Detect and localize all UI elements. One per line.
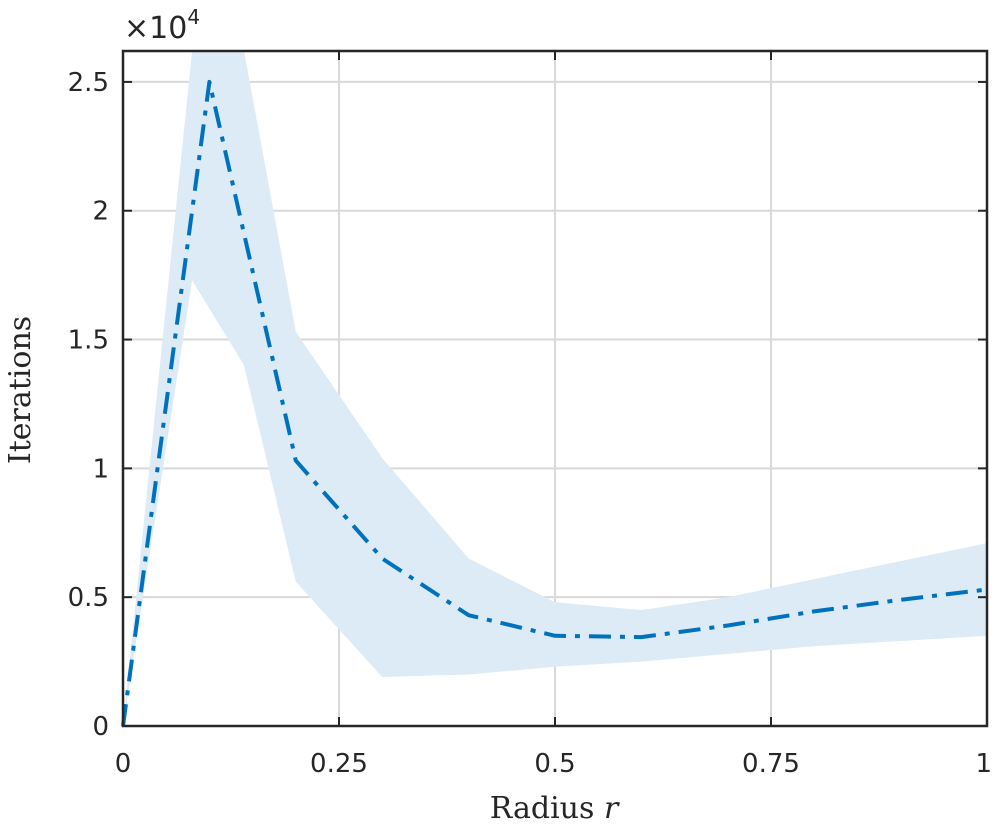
y-tick-label: 0 <box>92 712 109 742</box>
x-tick-label: 0.25 <box>310 749 368 779</box>
y-tick-labels: 0 0.5 1 1.5 2 2.5 <box>68 68 109 742</box>
x-tick-labels: 0 0.25 0.5 0.75 1 <box>115 749 992 779</box>
x-tick-label: 0.5 <box>534 749 575 779</box>
y-axis-label: Iterations <box>3 316 38 464</box>
series-line <box>121 79 988 727</box>
x-axis-label: Radius r <box>490 791 620 826</box>
x-tick-label: 0.75 <box>742 749 800 779</box>
x-tick-label: 0 <box>115 749 132 779</box>
y-tick-label: 1.5 <box>68 326 109 356</box>
y-tick-label: 2.5 <box>68 68 109 98</box>
tick-marks <box>122 51 988 727</box>
y-exponent-label: ×104 <box>124 5 200 46</box>
y-tick-label: 2 <box>92 197 109 227</box>
y-tick-label: 1 <box>92 454 109 484</box>
x-tick-label: 1 <box>975 749 992 779</box>
range-band <box>123 51 987 726</box>
y-tick-label: 0.5 <box>68 583 109 613</box>
